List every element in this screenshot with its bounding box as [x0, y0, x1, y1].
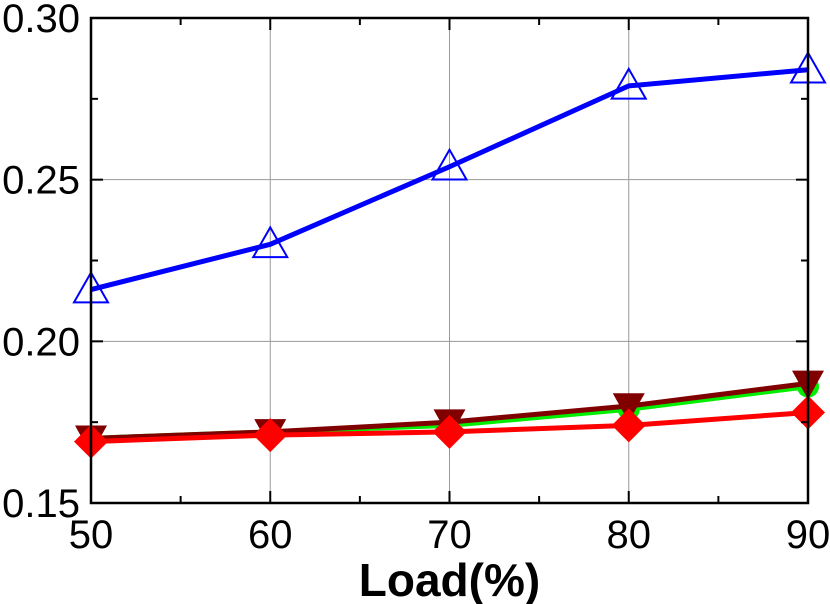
x-axis-title: Load(%) — [359, 554, 540, 604]
y-tick-label: 0.25 — [2, 159, 80, 203]
series-1 — [72, 50, 827, 304]
x-tick-label: 60 — [248, 513, 293, 557]
series-4-point — [253, 418, 288, 453]
x-tick-label: 80 — [607, 513, 652, 557]
series-4-point — [611, 408, 646, 443]
ticks — [90, 17, 809, 504]
series-3-point — [612, 393, 645, 422]
x-tick-label: 90 — [786, 513, 830, 557]
y-tick-label: 0.30 — [2, 0, 80, 41]
x-tick-label: 50 — [69, 513, 114, 557]
y-tick-label: 0.20 — [2, 320, 80, 364]
y-tick-label: 0.15 — [2, 482, 80, 526]
x-tick-label: 70 — [427, 513, 472, 557]
tick-labels: 50 60 70 80 90 0.15 0.20 0.25 0.30 — [2, 0, 830, 557]
series-4 — [74, 395, 825, 459]
series-1-point — [610, 66, 648, 100]
series-1-point — [430, 147, 469, 181]
series-1-line — [90, 67, 809, 293]
series-1-point — [251, 225, 289, 259]
series-4-point — [432, 414, 467, 449]
